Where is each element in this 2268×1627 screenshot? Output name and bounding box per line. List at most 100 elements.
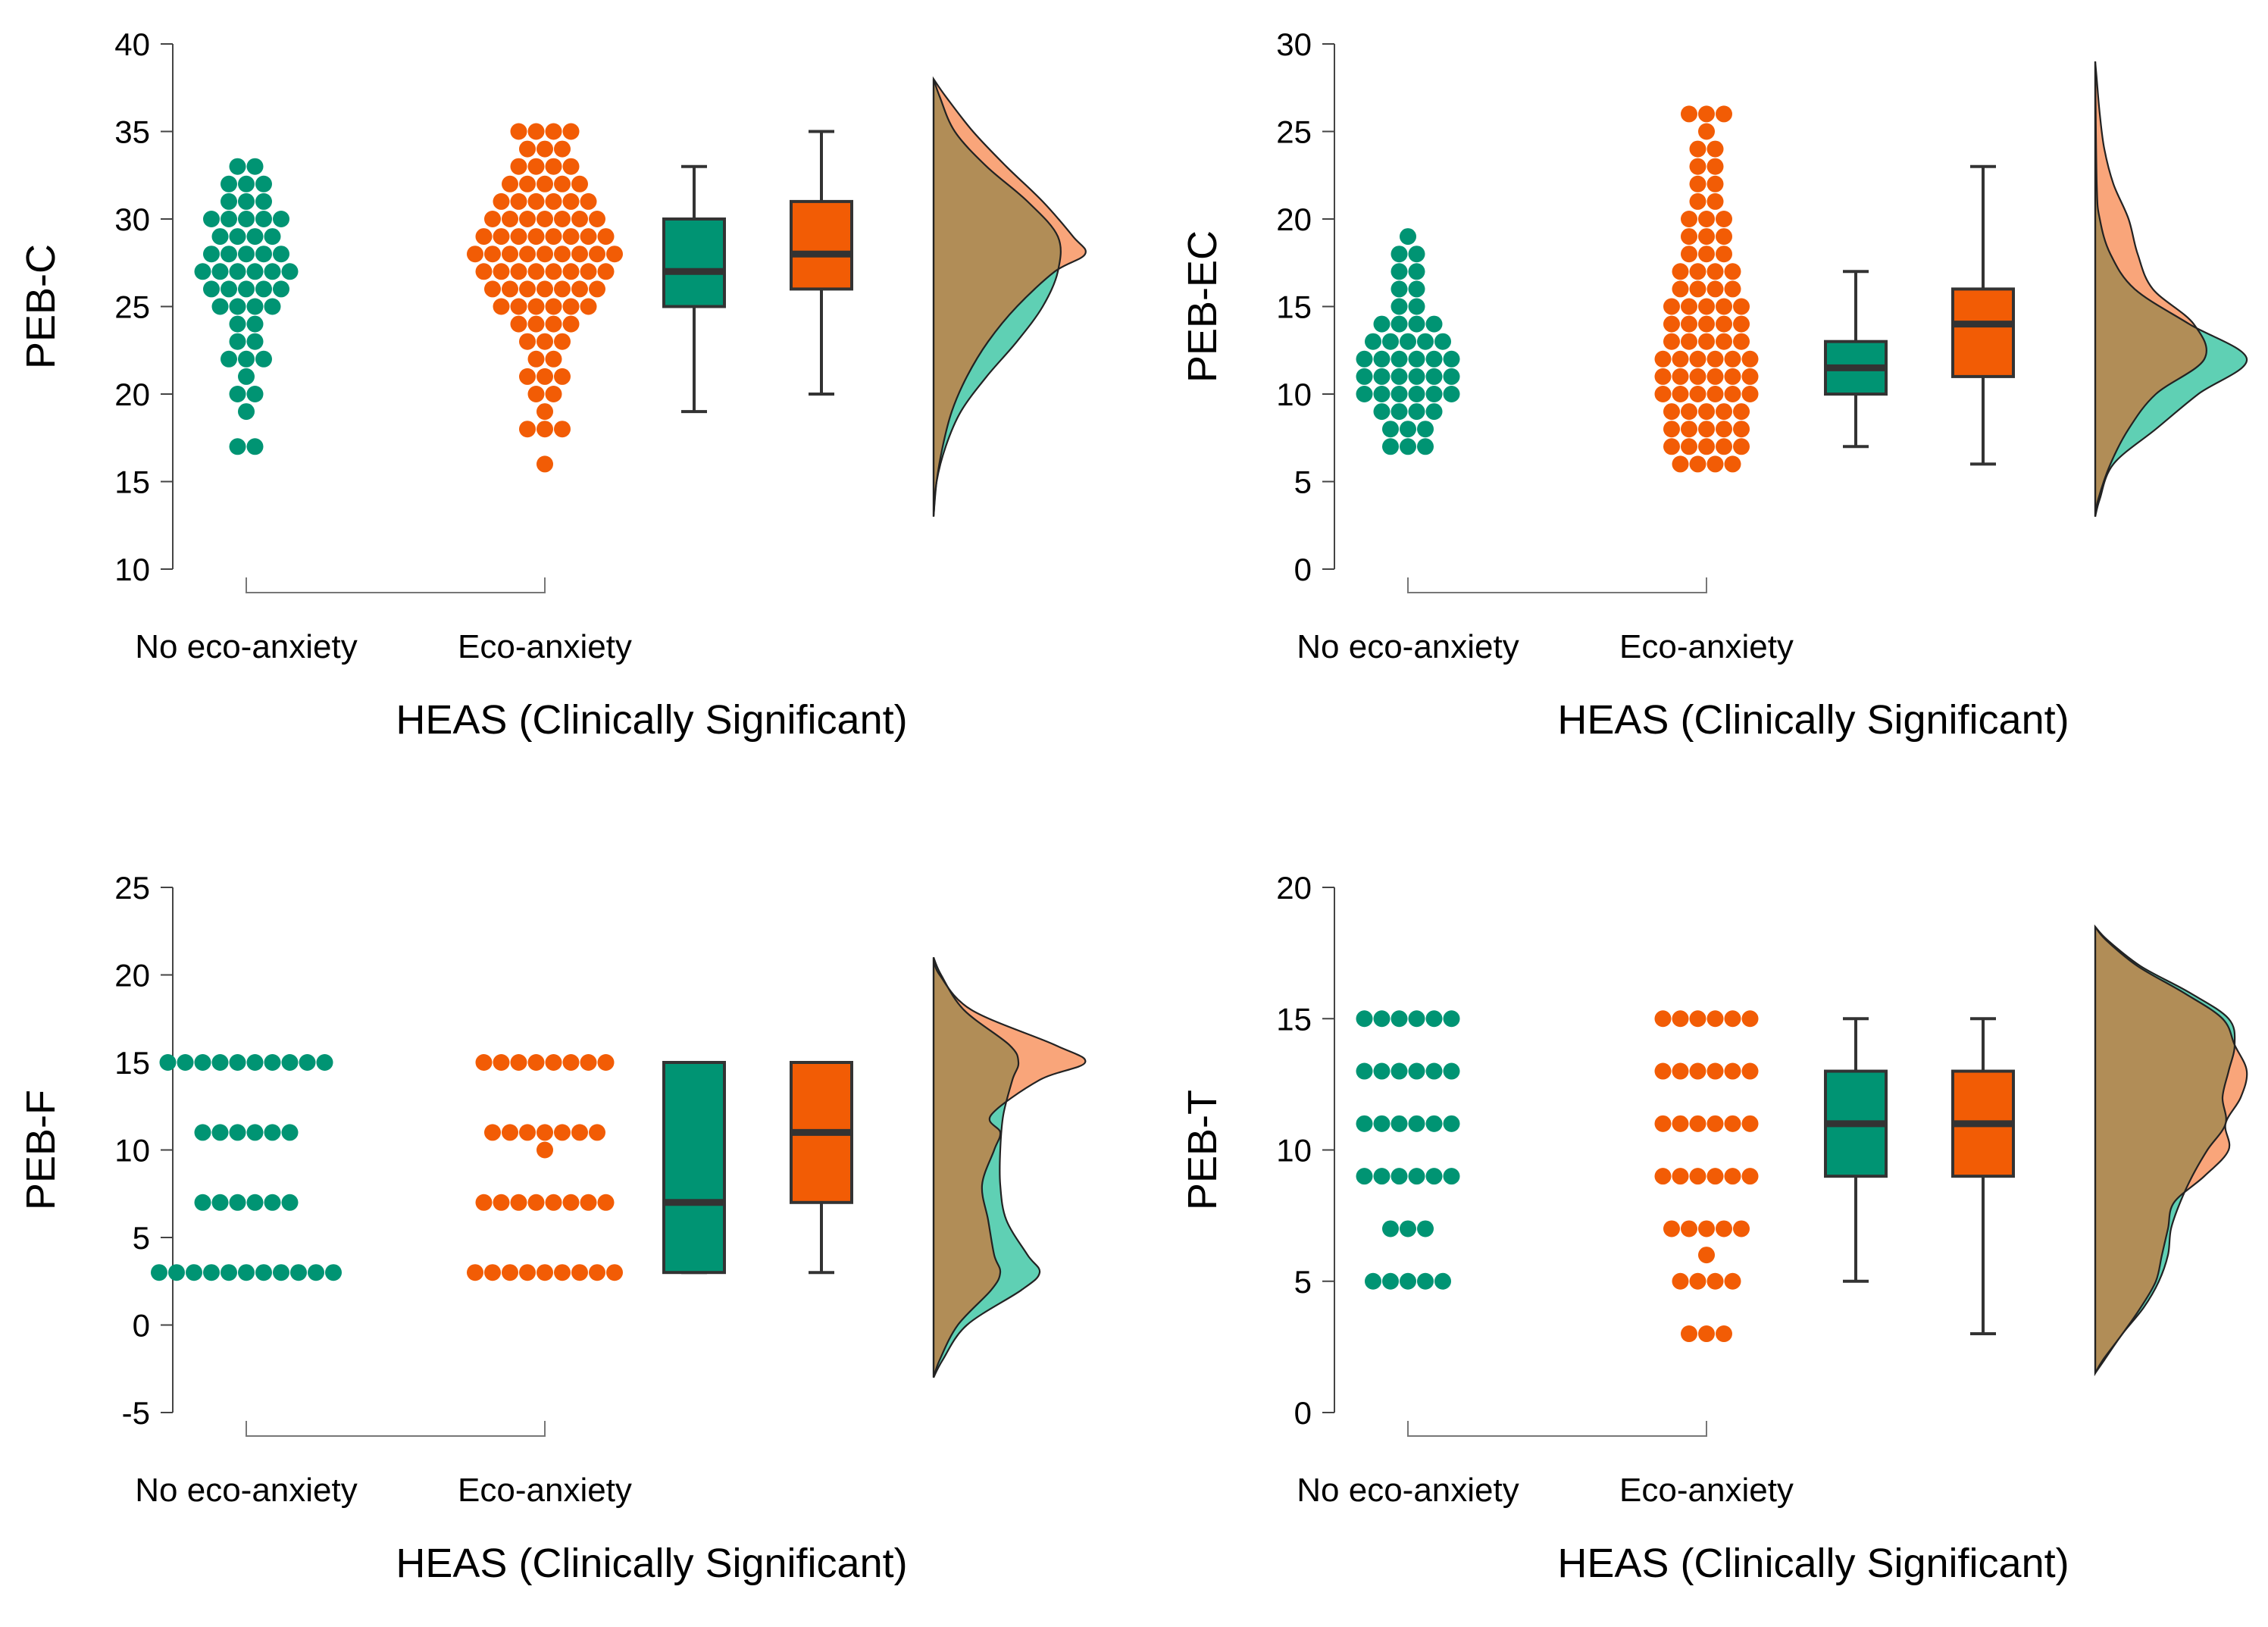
data-point: [1417, 333, 1434, 350]
data-point: [1356, 1115, 1373, 1132]
category-label: No eco-anxiety: [135, 628, 357, 665]
category-axis-bracket: [246, 577, 546, 593]
data-point: [1382, 1272, 1399, 1290]
data-point: [1698, 211, 1715, 227]
data-point: [1716, 333, 1732, 350]
y-axis-label: PEB-EC: [1180, 230, 1225, 383]
data-point: [246, 1194, 264, 1211]
data-point: [1382, 438, 1399, 455]
y-tick-label: 35: [114, 114, 150, 150]
data-point: [1706, 368, 1724, 385]
data-point: [1672, 280, 1689, 298]
data-point: [168, 1264, 185, 1281]
data-point: [502, 246, 518, 263]
data-point: [1391, 263, 1408, 280]
data-point: [493, 192, 510, 210]
x-axis-label: HEAS (Clinically Significant): [1557, 1541, 2069, 1586]
data-point: [1698, 105, 1715, 123]
data-point: [1382, 333, 1399, 350]
data-point: [493, 228, 510, 246]
data-point: [467, 246, 483, 263]
category-label: Eco-anxiety: [458, 1472, 632, 1509]
data-point: [545, 123, 562, 140]
data-point: [519, 1264, 536, 1281]
data-point: [493, 1054, 510, 1071]
data-point: [589, 1264, 605, 1281]
data-point: [571, 211, 588, 227]
data-point: [1689, 280, 1706, 298]
data-point: [519, 246, 536, 263]
data-point: [229, 158, 246, 175]
data-point: [1741, 368, 1759, 385]
data-point: [1689, 386, 1706, 402]
data-point: [1706, 192, 1724, 210]
data-point: [1672, 455, 1689, 473]
data-point: [273, 280, 289, 298]
data-point: [536, 1141, 553, 1159]
boxplot-no-eco-anxiety: [662, 164, 726, 414]
data-point: [246, 298, 264, 315]
data-point: [238, 1264, 255, 1281]
data-point: [281, 1054, 299, 1071]
data-point: [1425, 1062, 1443, 1080]
data-point: [1356, 350, 1373, 368]
data-point: [238, 368, 255, 385]
data-point: [1698, 123, 1715, 140]
category-label: No eco-anxiety: [1297, 628, 1519, 665]
data-point: [1356, 1010, 1373, 1028]
data-point: [484, 211, 501, 227]
y-tick-label: 15: [114, 465, 150, 500]
data-point: [580, 228, 597, 246]
data-point: [1408, 1115, 1425, 1132]
density-overlap: [2095, 61, 2207, 517]
data-point: [484, 1124, 501, 1141]
data-point: [264, 228, 281, 246]
points-no-eco-anxiety: [1356, 228, 1460, 455]
data-point: [273, 211, 289, 227]
data-point: [1716, 211, 1732, 227]
data-point: [493, 263, 510, 280]
data-point: [536, 175, 553, 192]
data-point: [299, 1054, 316, 1071]
data-point: [1724, 280, 1741, 298]
data-point: [502, 280, 518, 298]
y-tick-label: 20: [114, 958, 150, 993]
data-point: [238, 211, 255, 227]
panel-peb-t: 0 5 10 15 20 PEB-T No eco-anxiety Eco-anxiety HE…: [1180, 870, 2248, 1586]
data-point: [589, 211, 605, 227]
data-point: [221, 350, 237, 368]
data-point: [1654, 1010, 1672, 1028]
data-point: [1698, 1220, 1715, 1237]
data-point: [1681, 1220, 1697, 1237]
data-point: [554, 1124, 571, 1141]
data-point: [229, 228, 246, 246]
data-point: [281, 263, 299, 280]
data-point: [1373, 350, 1391, 368]
data-point: [246, 263, 264, 280]
data-point: [211, 1194, 229, 1211]
category-axis-bracket: [1407, 577, 1707, 593]
points-eco-anxiety: [1654, 1010, 1759, 1343]
data-point: [519, 140, 536, 158]
data-point: [229, 315, 246, 333]
density-outline-eco-anxiety: [932, 76, 1087, 517]
data-point: [527, 1194, 545, 1211]
data-point: [1706, 1062, 1724, 1080]
y-tick-label: 20: [1276, 202, 1312, 237]
data-point: [203, 280, 220, 298]
data-point: [255, 192, 272, 210]
data-point: [545, 350, 562, 368]
data-point: [221, 1264, 237, 1281]
boxplot-no-eco-anxiety: [662, 1061, 726, 1275]
data-point: [510, 1054, 527, 1071]
data-point: [1663, 403, 1680, 421]
data-point: [606, 1264, 623, 1281]
data-point: [1408, 368, 1425, 385]
points-eco-anxiety: [467, 123, 623, 473]
data-point: [325, 1264, 342, 1281]
density-outline-no-eco-anxiety: [2094, 61, 2248, 517]
data-point: [203, 1264, 220, 1281]
data-point: [1654, 1115, 1672, 1132]
data-point: [1733, 315, 1750, 333]
data-point: [597, 228, 615, 246]
